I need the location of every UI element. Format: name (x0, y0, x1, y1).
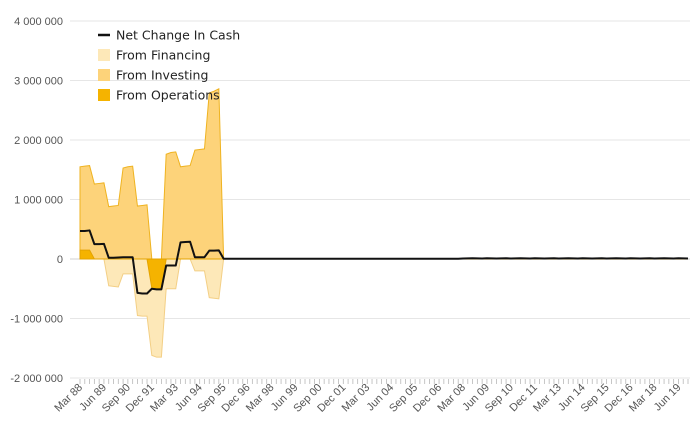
series-lines (80, 229, 689, 295)
y-tick-label: 3 000 000 (14, 76, 63, 88)
area-from-investing (79, 88, 688, 260)
legend-item-from-investing[interactable]: From Investing (98, 68, 208, 83)
x-tick-label: Jun 19 (652, 382, 684, 414)
y-tick-label: 0 (57, 254, 63, 266)
line-net-change-in-cash (80, 229, 689, 295)
legend-item-net-change-in-cash[interactable]: Net Change In Cash (98, 28, 240, 43)
y-tick-label: 1 000 000 (14, 195, 63, 207)
legend-label: From Operations (116, 88, 220, 103)
legend-label: From Financing (116, 48, 210, 63)
y-tick-label: 4 000 000 (14, 16, 63, 28)
legend-swatch (98, 89, 110, 101)
y-tick-label: -2 000 000 (10, 373, 63, 385)
y-axis: 4 000 000 3 000 000 2 000 000 1 000 000 0 -1 … (10, 16, 63, 385)
legend-label: From Investing (116, 68, 208, 83)
y-tick-label: -1 000 000 (10, 314, 63, 326)
legend-swatch (98, 49, 110, 61)
legend-swatch (98, 69, 110, 81)
x-tick-label: Mar 88 (52, 382, 85, 415)
area-from-financing (80, 258, 688, 358)
legend-label: Net Change In Cash (116, 28, 240, 43)
y-tick-label: 2 000 000 (14, 135, 63, 147)
series-areas (79, 88, 688, 358)
legend[interactable]: Net Change In Cash From Financing From Inv… (98, 28, 240, 103)
legend-item-from-operations[interactable]: From Operations (98, 88, 220, 103)
legend-item-from-financing[interactable]: From Financing (98, 48, 210, 63)
